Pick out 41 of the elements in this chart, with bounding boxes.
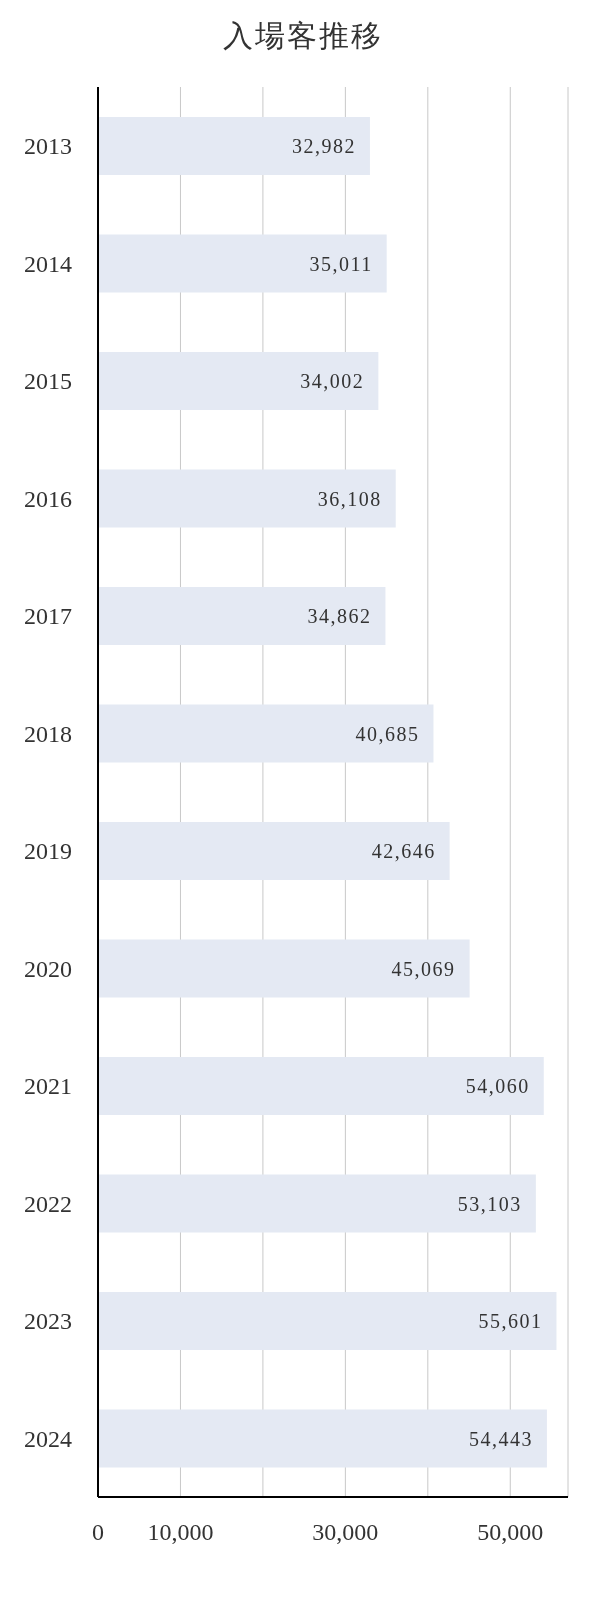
bar [98, 1409, 547, 1468]
x-tick-label: 30,000 [312, 1519, 379, 1546]
bar [98, 939, 470, 998]
x-tick-label: 0 [92, 1519, 104, 1546]
data-label: 40,685 [355, 722, 420, 745]
y-tick-label: 2020 [24, 955, 72, 982]
bar [98, 352, 379, 410]
y-tick-label: 2016 [24, 485, 72, 512]
bar [98, 234, 387, 293]
y-tick-label: 2019 [24, 838, 72, 865]
y-tick-label: 2015 [24, 368, 72, 395]
bar [98, 587, 386, 645]
y-tick-label: 2024 [24, 1425, 72, 1452]
data-label: 34,002 [300, 370, 365, 393]
data-label: 42,646 [371, 840, 436, 863]
bar [98, 822, 450, 880]
data-label: 53,103 [457, 1192, 522, 1215]
y-tick-label: 2017 [24, 603, 72, 630]
x-tick-label: 50,000 [477, 1519, 544, 1546]
y-tick-label: 2021 [24, 1073, 72, 1100]
y-tick-label: 2023 [24, 1308, 72, 1335]
data-label: 32,982 [291, 135, 356, 158]
y-tick-label: 2014 [24, 250, 72, 277]
bar [98, 117, 370, 175]
bar [98, 704, 434, 763]
data-label: 45,069 [391, 957, 456, 980]
bar [98, 1292, 557, 1350]
y-tick-label: 2018 [24, 720, 72, 747]
data-label: 55,601 [478, 1310, 543, 1333]
bar [98, 1057, 544, 1115]
chart-title: 入場客推移 [222, 18, 384, 54]
y-tick-label: 2022 [24, 1190, 72, 1217]
data-label: 34,862 [307, 605, 372, 628]
data-label: 36,108 [317, 487, 382, 510]
bar [98, 1174, 536, 1233]
data-label: 35,011 [309, 252, 373, 275]
bar [98, 469, 396, 528]
y-tick-label: 2013 [24, 133, 72, 160]
x-tick-label: 10,000 [147, 1519, 214, 1546]
data-label: 54,443 [468, 1427, 533, 1450]
data-label: 54,060 [465, 1075, 530, 1098]
